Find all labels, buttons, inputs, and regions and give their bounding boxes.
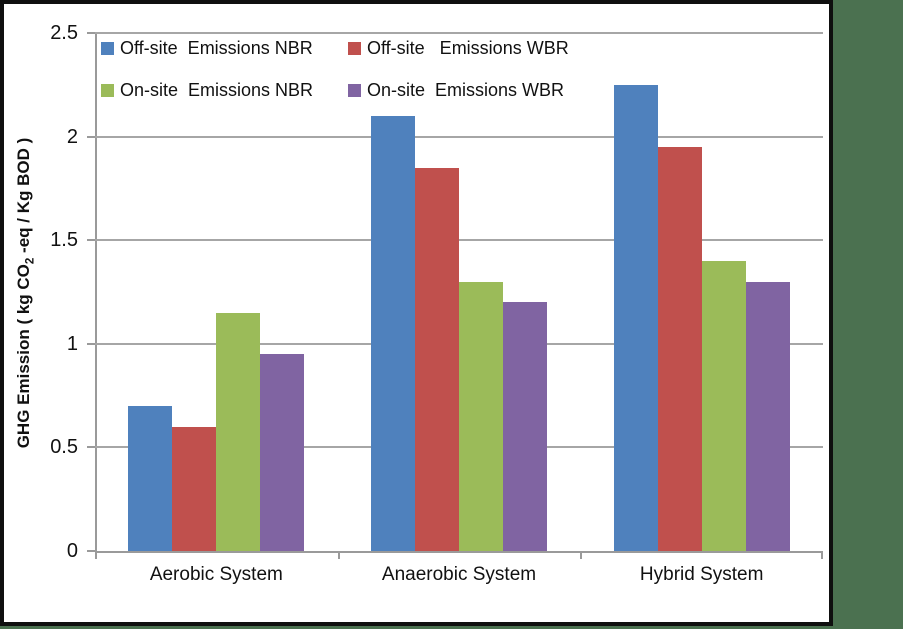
legend-label: On-site Emissions NBR (120, 79, 314, 100)
chart-container: GHG Emission ( kg CO2 -eq / Kg BOD ) 0 0.… (0, 0, 833, 626)
gridline (95, 239, 823, 242)
y-axis-tick (87, 342, 95, 345)
x-axis-tick (580, 551, 583, 559)
legend-label: Off-site Emissions NBR (120, 37, 313, 58)
category-label: Aerobic System (149, 564, 283, 585)
bar-series4-cat3 (745, 281, 790, 551)
y-axis-tick-labels: 0 0.5 1 1.5 2 2.5 (4, 22, 88, 562)
bar-groups (95, 33, 823, 551)
y-axis-tick (87, 550, 95, 552)
bar-series3-cat3 (701, 260, 746, 551)
y-axis-tick (87, 446, 95, 449)
legend-swatch-icon (101, 41, 114, 55)
legend-label: On-site Emissions WBR (367, 79, 565, 100)
x-axis-tick (821, 551, 823, 559)
bar-series2-cat1 (172, 426, 217, 551)
bar-series2-cat3 (657, 147, 702, 551)
bar-series1-cat1 (128, 406, 173, 551)
bar-series1-cat3 (613, 84, 658, 551)
x-axis-tick (337, 551, 340, 559)
bar-series4-cat2 (503, 302, 547, 551)
x-axis-category-labels: Aerobic System Anaerobic System Hybrid Sys… (95, 564, 823, 586)
x-axis-tick (95, 551, 97, 559)
legend-item: On-site Emissions WBR (348, 79, 569, 101)
y-axis-tick (87, 32, 95, 34)
legend-item: Off-site Emissions NBR (101, 37, 348, 59)
category-label: Anaerobic System (381, 564, 537, 585)
chart-legend: Off-site Emissions NBR Off-site Emissions… (101, 37, 569, 101)
y-tick-label: 1 (66, 332, 78, 355)
y-axis-tick (87, 239, 95, 242)
gridline (95, 135, 823, 138)
bar-series2-cat2 (415, 167, 459, 551)
legend-label: Off-site Emissions WBR (367, 37, 569, 58)
bar-series4-cat1 (260, 354, 305, 551)
legend-item: Off-site Emissions WBR (348, 37, 569, 59)
y-tick-label: 2 (66, 125, 78, 148)
bar-group-hybrid-system (580, 33, 823, 551)
legend-swatch-icon (101, 83, 114, 97)
legend-item: On-site Emissions NBR (101, 79, 348, 101)
y-tick-label: 2.5 (50, 22, 78, 44)
y-axis-line (95, 33, 97, 558)
bar-series3-cat2 (459, 281, 503, 551)
y-tick-label: 0 (66, 540, 78, 562)
y-tick-label: 0.5 (50, 436, 78, 459)
bar-series3-cat1 (216, 312, 261, 551)
bar-series1-cat2 (371, 115, 415, 551)
gridline (95, 551, 823, 553)
bar-group-aerobic-system (95, 33, 338, 551)
legend-swatch-icon (348, 83, 361, 97)
gridline (95, 32, 823, 34)
plot-area: Off-site Emissions NBR Off-site Emissions… (87, 32, 823, 559)
legend-swatch-icon (348, 41, 361, 55)
y-axis-tick (87, 135, 95, 138)
y-tick-label: 1.5 (50, 229, 78, 252)
bar-group-anaerobic-system (338, 33, 581, 551)
category-label: Hybrid System (639, 564, 764, 585)
